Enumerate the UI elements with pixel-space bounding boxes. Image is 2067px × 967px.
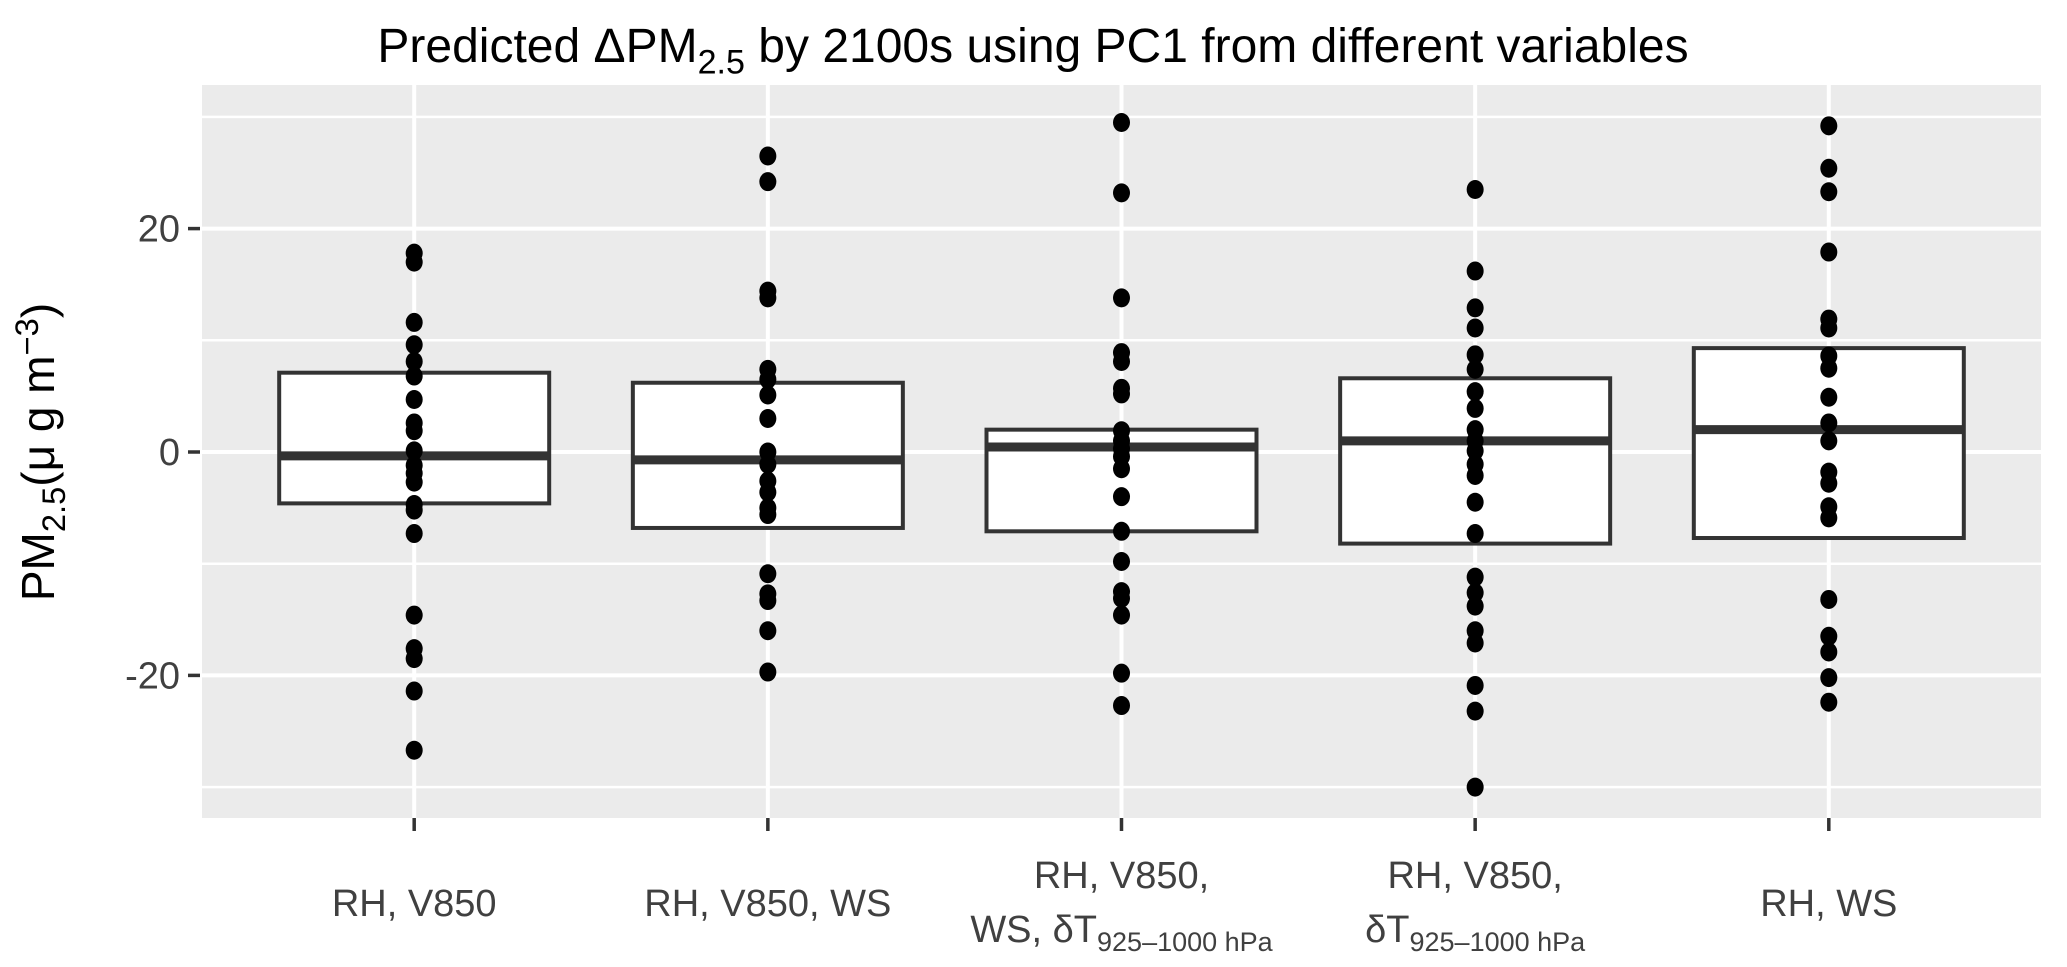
- boxplot-group: [277, 243, 552, 760]
- data-point: [1466, 567, 1484, 587]
- data-point: [1820, 358, 1838, 378]
- data-point: [1466, 465, 1484, 485]
- x-tick-label: RH, V850,: [1034, 855, 1209, 897]
- data-point: [1113, 588, 1130, 608]
- data-point: [1466, 675, 1484, 695]
- data-point: [1113, 663, 1130, 683]
- y-axis-title: PM2.5(μ g m−3): [8, 303, 72, 601]
- data-point: [1466, 583, 1484, 603]
- y-tick-label: 0: [159, 432, 180, 474]
- data-point: [405, 390, 423, 410]
- x-tick-label: RH, V850: [332, 883, 497, 925]
- data-point: [1820, 668, 1838, 688]
- data-point: [405, 252, 423, 272]
- data-point: [1466, 398, 1484, 418]
- data-point: [759, 621, 777, 641]
- data-point: [759, 408, 777, 428]
- data-point: [759, 172, 777, 192]
- data-point: [1466, 777, 1484, 797]
- data-point: [1820, 242, 1838, 262]
- data-point: [1466, 359, 1484, 379]
- data-point: [1820, 626, 1838, 646]
- data-point: [759, 385, 777, 405]
- data-point: [1113, 352, 1130, 372]
- boxplot-group: [1338, 180, 1613, 797]
- data-point: [1113, 521, 1130, 541]
- x-tick-label: δT925–1000 hPa: [1365, 909, 1586, 957]
- data-point: [1466, 345, 1484, 365]
- data-point: [759, 288, 777, 308]
- data-point: [1820, 182, 1838, 202]
- boxplot-group: [1691, 116, 1966, 712]
- data-point: [1820, 473, 1838, 493]
- data-point: [1820, 692, 1838, 712]
- data-point: [1466, 492, 1484, 512]
- data-point: [759, 662, 777, 682]
- x-tick-label: RH, V850,: [1387, 855, 1562, 897]
- data-point: [1113, 384, 1130, 404]
- data-point: [759, 454, 777, 474]
- data-point: [405, 500, 423, 520]
- data-point: [1820, 158, 1838, 178]
- data-point: [759, 146, 777, 166]
- data-point: [405, 352, 423, 372]
- data-point: [1466, 524, 1484, 544]
- data-point: [405, 421, 423, 441]
- data-point: [1820, 116, 1838, 136]
- boxplot-group: [630, 146, 905, 682]
- data-point: [1820, 508, 1838, 528]
- data-point: [405, 441, 423, 461]
- data-point: [1466, 298, 1484, 318]
- data-point: [405, 605, 423, 625]
- y-tick-label: -20: [125, 655, 180, 697]
- x-tick-label: RH, WS: [1760, 883, 1897, 925]
- data-point: [759, 564, 777, 584]
- data-point: [1466, 261, 1484, 281]
- data-point: [1466, 318, 1484, 338]
- data-point: [1466, 382, 1484, 402]
- data-point: [405, 335, 423, 355]
- y-tick-label: 20: [138, 209, 180, 251]
- data-point: [1113, 288, 1130, 308]
- data-point: [405, 312, 423, 332]
- data-point: [1113, 696, 1130, 716]
- boxplot-group: [984, 112, 1259, 716]
- data-point: [1113, 183, 1130, 203]
- data-point: [405, 649, 423, 669]
- data-point: [1820, 413, 1838, 433]
- data-point: [405, 472, 423, 492]
- data-point: [759, 482, 777, 502]
- data-point: [1466, 180, 1484, 200]
- x-tick-label: WS, δT925–1000 hPa: [970, 909, 1273, 957]
- data-point: [1466, 441, 1484, 461]
- data-point: [1466, 596, 1484, 616]
- data-point: [1820, 589, 1838, 609]
- data-point: [405, 366, 423, 386]
- data-point: [1820, 642, 1838, 662]
- data-point: [1113, 459, 1130, 479]
- data-point: [1466, 701, 1484, 721]
- data-point: [1820, 387, 1838, 407]
- data-point: [1113, 487, 1130, 507]
- data-point: [405, 524, 423, 544]
- data-point: [1466, 633, 1484, 653]
- data-point: [1113, 112, 1130, 132]
- data-point: [1820, 318, 1838, 338]
- chart-title: Predicted ΔPM2.5 by 2100s using PC1 from…: [377, 20, 1688, 82]
- data-point: [1113, 551, 1130, 571]
- data-point: [759, 369, 777, 389]
- x-tick-label: RH, V850, WS: [644, 883, 891, 925]
- data-point: [759, 505, 777, 525]
- data-point: [1113, 605, 1130, 625]
- data-point: [1820, 431, 1838, 451]
- data-point: [405, 740, 423, 760]
- data-point: [405, 681, 423, 701]
- data-point: [759, 591, 777, 611]
